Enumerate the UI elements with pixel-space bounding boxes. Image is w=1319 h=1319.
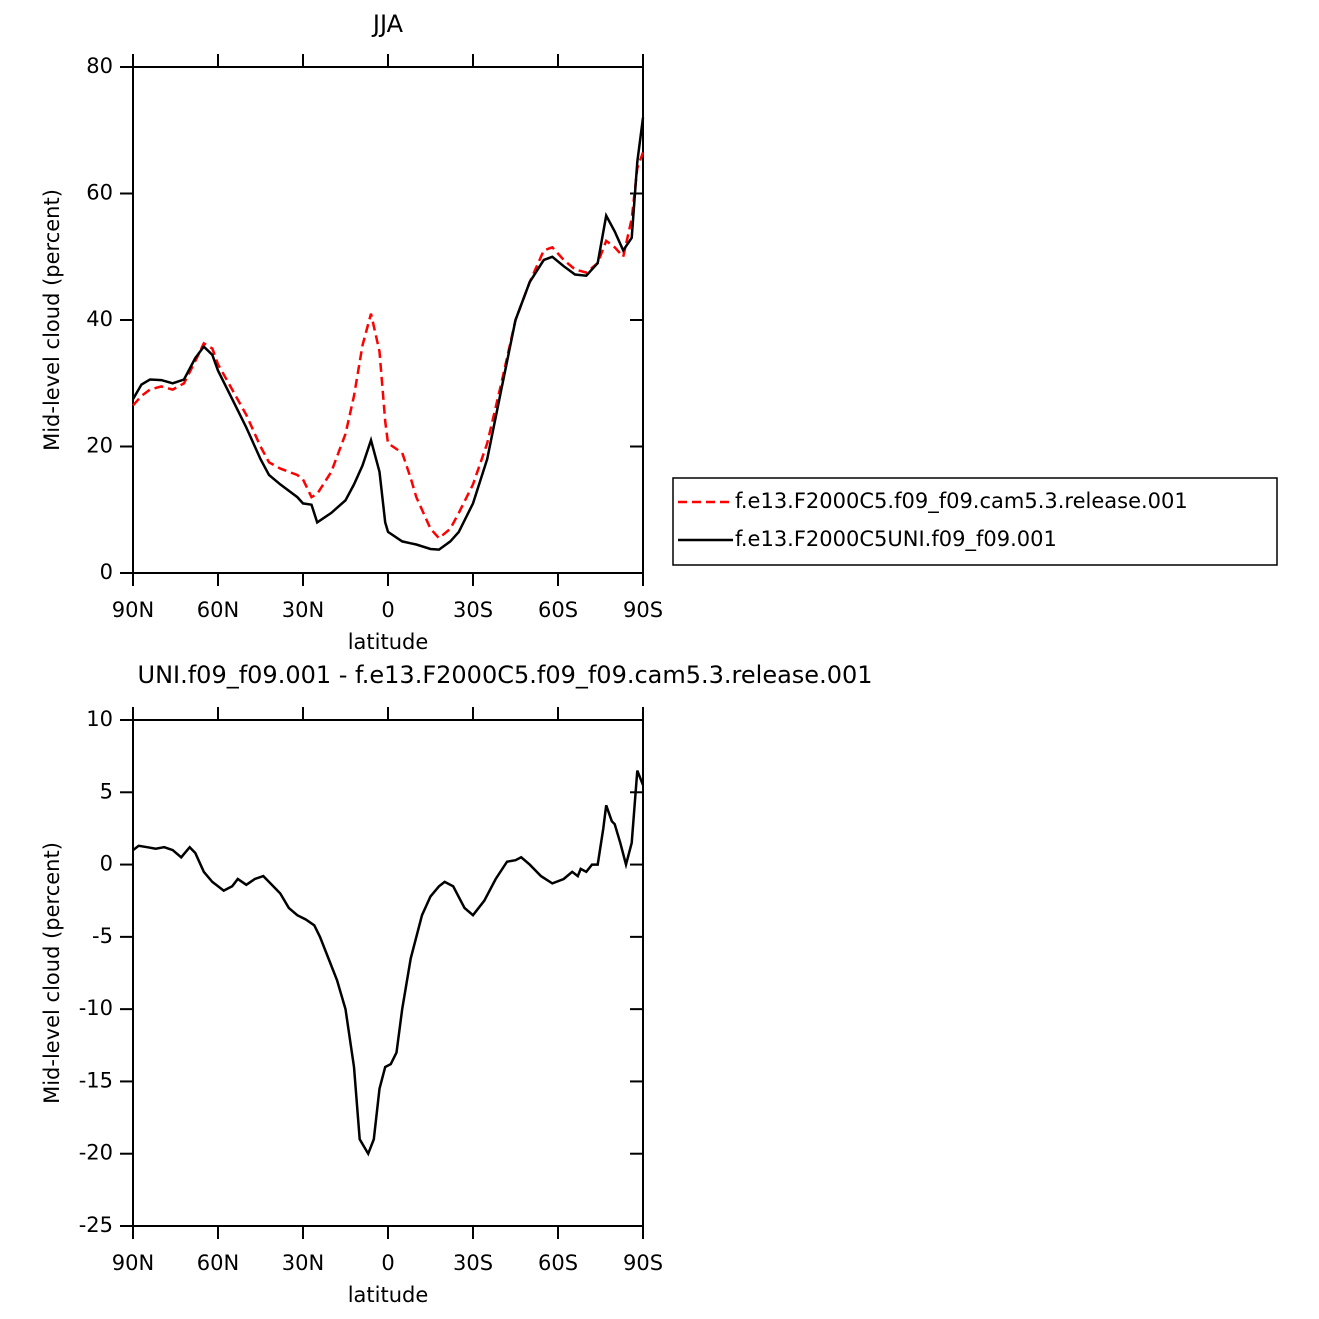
legend-box [672, 477, 1278, 566]
y-axis-label: Mid-level cloud (percent) [40, 842, 64, 1104]
x-axis-label: latitude [348, 1283, 429, 1307]
x-tick-label: 60N [197, 1251, 239, 1275]
x-tick-label: 30N [282, 1251, 324, 1275]
legend-label: f.e13.F2000C5UNI.f09_f09.001 [735, 527, 1057, 552]
data-line [132, 151, 645, 540]
y-tick-label: -5 [92, 924, 113, 948]
x-tick-label: 60N [197, 598, 239, 622]
data-line [132, 770, 645, 1157]
x-axis-label: latitude [348, 630, 429, 654]
x-tick-label: 60S [538, 1251, 578, 1275]
y-tick-label: -20 [79, 1141, 113, 1165]
x-tick-label: 0 [381, 598, 394, 622]
y-tick-label: 0 [100, 852, 113, 876]
chart-title: JJA [371, 10, 404, 38]
y-tick-label: -10 [79, 996, 113, 1020]
x-tick-label: 90N [112, 1251, 154, 1275]
y-tick-label: 5 [100, 779, 113, 803]
y-tick-label: 80 [86, 54, 113, 78]
chart-title: UNI.f09_f09.001 - f.e13.F2000C5.f09_f09.… [138, 661, 873, 689]
x-tick-label: 60S [538, 598, 578, 622]
x-tick-label: 30S [453, 598, 493, 622]
y-tick-label: 40 [86, 307, 113, 331]
x-tick-label: 90S [623, 1251, 663, 1275]
y-tick-label: -15 [79, 1068, 113, 1092]
y-tick-label: 10 [86, 707, 113, 731]
y-tick-label: -25 [79, 1213, 113, 1237]
y-tick-label: 20 [86, 434, 113, 458]
y-axis-label: Mid-level cloud (percent) [40, 189, 64, 451]
plot-frame [132, 719, 644, 1227]
y-tick-label: 60 [86, 181, 113, 205]
x-tick-label: 0 [381, 1251, 394, 1275]
plot-frame [132, 66, 644, 574]
x-tick-label: 90S [623, 598, 663, 622]
data-line [131, 117, 645, 551]
x-tick-label: 90N [112, 598, 154, 622]
y-tick-label: 0 [100, 560, 113, 584]
x-tick-label: 30S [453, 1251, 493, 1275]
legend-label: f.e13.F2000C5.f09_f09.cam5.3.release.001 [735, 489, 1188, 514]
x-tick-label: 30N [282, 598, 324, 622]
